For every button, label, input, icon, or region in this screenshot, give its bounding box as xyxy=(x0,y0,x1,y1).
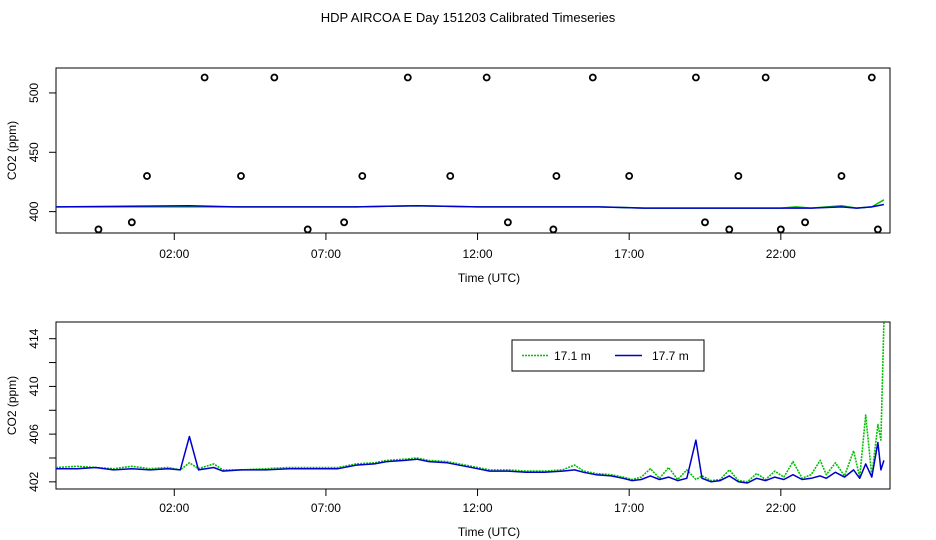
calibration-point xyxy=(503,218,512,227)
top-panel: 02:00 07:00 12:00 17:00 22:00 400 450 500 Time (… xyxy=(5,67,891,285)
y-tick-label: 414 xyxy=(27,328,41,348)
calibration-point xyxy=(303,225,312,234)
series-line-2 xyxy=(56,435,885,484)
calibration-point xyxy=(552,172,561,180)
x-tick-label: 22:00 xyxy=(766,501,796,515)
calibration-point xyxy=(446,172,455,180)
y-tick-label: 402 xyxy=(27,472,41,492)
x-tick-label: 17:00 xyxy=(614,247,644,261)
legend-label-1: 17.1 m xyxy=(554,349,591,363)
calibration-point xyxy=(143,172,151,180)
calibration-point xyxy=(625,172,634,180)
calibration-point xyxy=(873,225,882,234)
y-axis-label: CO2 (ppm) xyxy=(5,121,19,180)
calibration-point xyxy=(837,172,846,180)
calibration-point xyxy=(588,73,597,82)
series-line-1 xyxy=(56,322,885,483)
calibration-point xyxy=(482,73,491,82)
y-tick-label: 400 xyxy=(27,201,41,221)
plot-frame xyxy=(55,67,891,234)
bottom-panel: 02:00 07:00 12:00 17:00 22:00 402 406 410 414 Tim… xyxy=(5,321,891,539)
x-tick-label: 07:00 xyxy=(311,501,341,515)
calibration-point xyxy=(734,172,743,180)
chart-title: HDP AIRCOA E Day 151203 Calibrated Times… xyxy=(321,10,616,25)
series-line-2 xyxy=(56,203,885,209)
calibration-point xyxy=(200,73,209,82)
x-tick-label: 12:00 xyxy=(463,247,493,261)
calibration-point xyxy=(801,218,809,227)
calibration-point xyxy=(237,172,245,180)
x-axis-label: Time (UTC) xyxy=(458,271,520,285)
y-tick-label: 450 xyxy=(27,142,41,162)
calibration-point xyxy=(761,73,770,82)
calibration-point xyxy=(867,73,876,82)
y-tick-label: 410 xyxy=(27,376,41,396)
calibration-point xyxy=(403,73,412,82)
y-tick-label: 500 xyxy=(27,83,41,103)
x-tick-label: 02:00 xyxy=(159,501,189,515)
calibration-point xyxy=(270,73,279,82)
x-tick-label: 22:00 xyxy=(766,247,796,261)
calibration-point xyxy=(725,225,734,234)
y-axis-label: CO2 (ppm) xyxy=(5,376,19,435)
calibration-point xyxy=(701,218,709,227)
calibration-point xyxy=(549,225,558,234)
y-tick-label: 406 xyxy=(27,424,41,444)
x-tick-label: 02:00 xyxy=(159,247,189,261)
x-axis-label: Time (UTC) xyxy=(458,525,520,539)
x-tick-label: 12:00 xyxy=(463,501,493,515)
calibration-point xyxy=(692,73,700,82)
calibration-point xyxy=(340,218,349,227)
legend-label-2: 17.7 m xyxy=(652,349,689,363)
x-tick-label: 07:00 xyxy=(311,247,341,261)
plot-frame xyxy=(55,321,891,490)
x-tick-label: 17:00 xyxy=(614,501,644,515)
calibration-point xyxy=(358,172,367,180)
calibration-point xyxy=(94,225,103,234)
calibration-point xyxy=(127,218,136,227)
calibration-point xyxy=(776,225,785,234)
